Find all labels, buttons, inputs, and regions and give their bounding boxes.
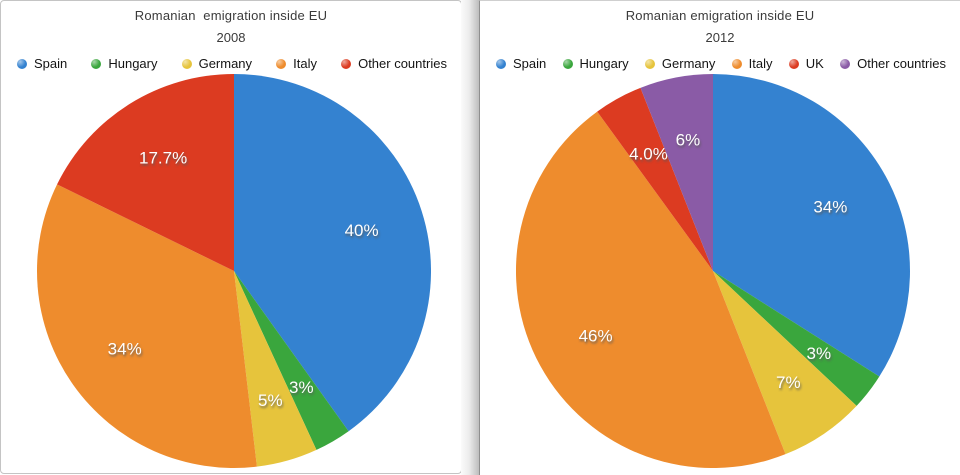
pie-label-uk: 4.0% [629, 145, 668, 164]
legend-item-germany: Germany [181, 56, 253, 71]
legend-item-italy: Italy [731, 56, 773, 71]
chart-subtitle-2008: 2008 [216, 30, 246, 45]
panel-divider-shadow [461, 0, 479, 475]
legend-label-germany: Germany [661, 56, 716, 71]
pie-slice-italy [37, 184, 257, 468]
legend-swatch-spain [17, 58, 27, 69]
pie-chart-2012: 34% 3% 7% 46% 4.0% 6% [516, 74, 910, 468]
pie-slice-germany [713, 271, 857, 455]
pie-slice-germany [234, 271, 317, 467]
legend-swatch-italy [276, 58, 287, 69]
pie-slice-spain [234, 74, 431, 432]
legend: Spain Hungary Germany Italy Other countries [1, 56, 461, 71]
legend: Spain Hungary Germany Italy UK Other countrie… [480, 56, 960, 71]
pie-label-italy: 46% [579, 327, 613, 346]
legend-swatch-other-countries [341, 58, 352, 69]
chart-panel-2008: Romanian emigration inside EU 2008 Spain… [0, 0, 462, 474]
legend-item-hungary: Hungary [562, 56, 629, 71]
legend-swatch-hungary [91, 58, 102, 69]
pie-label-hungary: 3% [807, 344, 832, 363]
legend-label-hungary: Hungary [108, 56, 158, 71]
legend-label-uk: UK [805, 56, 824, 71]
pie-slice-spain [713, 74, 910, 377]
legend-item-spain: Spain [496, 56, 546, 71]
legend-label-italy: Italy [748, 56, 773, 71]
chart-panel-2012: Romanian emigration inside EU 2012 Spain… [479, 0, 960, 475]
legend-item-italy: Italy [276, 56, 317, 71]
chart-title-2008: Romanian emigration inside EU [134, 8, 328, 23]
legend-item-other-countries: Other countries [840, 56, 946, 71]
legend-label-other-countries: Other countries [358, 56, 447, 71]
legend-label-spain: Spain [513, 56, 547, 71]
legend-label-hungary: Hungary [579, 56, 629, 71]
legend-item-other-countries: Other countries [341, 56, 447, 71]
pie-chart-2008: 40% 3% 5% 34% 17.7% [37, 74, 431, 468]
legend-swatch-germany [644, 58, 655, 69]
legend-item-germany: Germany [644, 56, 716, 71]
pie-slice-hungary [713, 271, 880, 406]
legend-swatch-italy [731, 58, 742, 69]
pie-label-spain: 34% [813, 198, 847, 217]
legend-swatch-hungary [562, 58, 573, 69]
legend-swatch-other-countries [840, 58, 851, 69]
legend-label-germany: Germany [198, 56, 253, 71]
pie-slice-italy [516, 111, 786, 468]
pie-slice-other-countries [640, 74, 713, 271]
pie-label-italy: 34% [108, 339, 142, 358]
legend-label-italy: Italy [293, 56, 317, 71]
pie-label-other-countries: 17.7% [139, 148, 187, 167]
chart-title-2012: Romanian emigration inside EU [625, 8, 815, 23]
legend-swatch-germany [181, 58, 192, 69]
pie-label-germany: 7% [776, 373, 801, 392]
pie-label-germany: 5% [258, 391, 283, 410]
pie-label-other-countries: 6% [676, 130, 701, 149]
legend-label-spain: Spain [34, 56, 68, 71]
legend-swatch-uk [788, 58, 799, 69]
legend-label-other-countries: Other countries [857, 56, 946, 71]
pie-slice-hungary [234, 271, 349, 450]
legend-item-uk: UK [788, 56, 824, 71]
pie-slice-uk [597, 87, 713, 271]
pie-label-hungary: 3% [289, 378, 314, 397]
pie-label-spain: 40% [345, 221, 379, 240]
pie-slice-other-countries [57, 74, 234, 271]
chart-subtitle-2012: 2012 [705, 30, 735, 45]
legend-item-spain: Spain [17, 56, 67, 71]
legend-item-hungary: Hungary [91, 56, 157, 71]
legend-swatch-spain [496, 58, 506, 69]
